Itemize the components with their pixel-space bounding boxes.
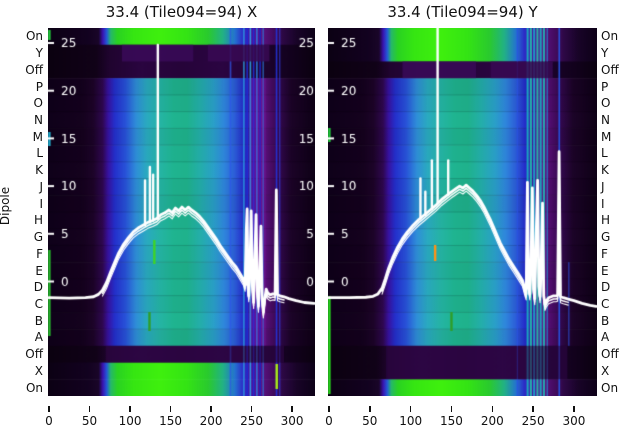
x-tick-label: 0: [45, 414, 53, 428]
x-tick-mark: [88, 406, 91, 412]
x-tick-label: 150: [159, 414, 182, 428]
x-tick-mark: [409, 406, 412, 412]
x-tick-label: 100: [118, 414, 142, 428]
dipole-label-right: C: [601, 297, 610, 311]
x-tick-label: 300: [562, 414, 586, 428]
dipole-label-left: On: [25, 29, 43, 44]
dipole-label-right: H: [601, 213, 611, 228]
dipole-label-right: J: [601, 179, 605, 194]
x-tick-mark: [491, 406, 494, 412]
x-tick-label: 50: [362, 414, 378, 428]
dipole-label-right: Off: [601, 347, 619, 362]
x-tick-label: 100: [399, 414, 423, 428]
x-tick-label: 200: [480, 414, 504, 428]
dipole-label-right: G: [601, 230, 611, 245]
dipole-label-right: Off: [601, 62, 619, 77]
x-tick-label: 50: [81, 414, 98, 428]
dipole-label-right: I: [601, 196, 605, 211]
dipole-label-right: D: [601, 280, 611, 295]
dipole-label-right: L: [601, 146, 608, 161]
x-tick-mark: [210, 406, 212, 412]
dipole-label-left: E: [35, 263, 43, 278]
x-axis-ticks-right: 0 50 100 150 200 250 300: [325, 399, 597, 440]
dipole-label-left: Off: [25, 62, 43, 77]
dipole-label-left: M: [32, 129, 43, 144]
dipole-label-left: Y: [35, 46, 43, 61]
x-tick-label: 0: [325, 414, 333, 428]
x-tick-mark: [450, 406, 453, 412]
x-tick-mark: [129, 406, 131, 412]
dipole-label-right: Y: [601, 46, 609, 61]
dipole-label-left: F: [36, 246, 43, 261]
dipole-label-left: P: [35, 79, 43, 94]
dipole-label-right: F: [601, 246, 608, 261]
dipole-label-right: A: [601, 330, 610, 345]
x-tick-label: 200: [199, 414, 223, 428]
dipole-label-left: A: [34, 330, 43, 345]
dipole-label-left: N: [34, 113, 43, 127]
dipole-label-left: B: [34, 313, 43, 328]
dipole-label-right: On: [601, 380, 619, 395]
x-tick-mark: [291, 406, 293, 412]
dipole-label-right: O: [601, 96, 611, 111]
x-tick-mark: [369, 406, 371, 412]
dipole-label-left: I: [39, 196, 43, 211]
dipole-label-left: H: [33, 213, 43, 228]
dipole-label-left: D: [33, 280, 43, 295]
x-axis-ticks-left: 0 50 100 150 200 250 300: [45, 399, 315, 440]
dipole-label-left: C: [34, 297, 43, 311]
x-tick-label: 250: [521, 414, 545, 428]
x-tick-label: 250: [240, 414, 264, 428]
x-tick-mark: [169, 406, 172, 412]
dipole-label-left: K: [35, 163, 43, 178]
x-tick-mark: [48, 406, 50, 412]
dipole-label-left: O: [33, 96, 43, 111]
dipole-label-right: K: [601, 163, 609, 178]
heatmap-panel-x: [48, 28, 315, 396]
x-tick-mark: [573, 406, 575, 412]
dipole-label-left: G: [33, 230, 43, 245]
dipole-label-right: X: [601, 363, 610, 378]
dipole-labels-right: On Y Off P O N M L K J I H G F E D C B A Off X On: [601, 0, 639, 440]
heatmap-panel-y: [328, 28, 597, 396]
panel-title-y: 33.4 (Tile094=94) Y: [387, 3, 538, 21]
dipole-label-left: L: [36, 146, 43, 161]
x-tick-mark: [328, 406, 330, 412]
dipole-label-right: B: [601, 313, 610, 328]
dipole-label-right: On: [601, 29, 619, 44]
dipole-label-right: P: [601, 79, 609, 94]
dipole-label-right: N: [601, 113, 610, 127]
dipole-label-right: M: [601, 129, 612, 144]
dipole-labels-left: On Y Off P O N M L K J I H G F E D C B A Off X On: [5, 0, 43, 440]
dipole-label-left: Off: [25, 347, 43, 362]
x-tick-mark: [532, 406, 534, 412]
dipole-label-left: J: [39, 179, 43, 194]
x-tick-mark: [250, 406, 253, 412]
dipole-label-right: E: [601, 263, 609, 278]
x-tick-label: 150: [440, 414, 463, 428]
dipole-label-left: On: [25, 380, 43, 395]
x-tick-label: 300: [280, 414, 304, 428]
dipole-label-left: X: [34, 363, 43, 378]
panel-title-x: 33.4 (Tile094=94) X: [105, 3, 258, 21]
